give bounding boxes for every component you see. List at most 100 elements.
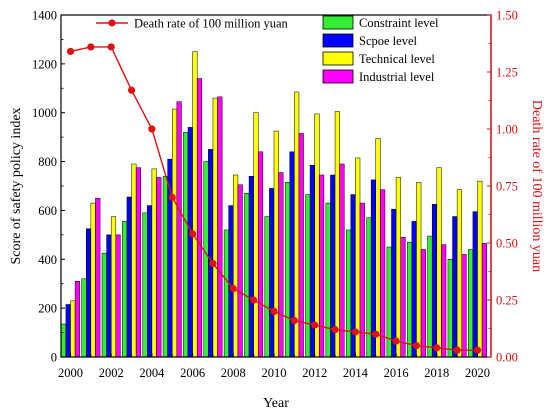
- bar-industrial-level-2013: [339, 163, 345, 358]
- bar-industrial-level-2004: [156, 177, 162, 358]
- bar-constraint-level-2012: [305, 194, 311, 358]
- bar-scpoe-level-2011: [289, 151, 295, 358]
- legend-label-constraint-level: Constraint level: [359, 16, 439, 30]
- bar-industrial-level-2017: [420, 249, 426, 358]
- bar-scpoe-level-2003: [126, 196, 132, 358]
- bar-technical-level-2002: [110, 216, 117, 358]
- bar-industrial-level-2018: [441, 244, 447, 358]
- bar-industrial-level-2010: [278, 172, 284, 358]
- bar-constraint-level-2004: [142, 212, 148, 358]
- bar-constraint-level-2015: [366, 217, 372, 358]
- death-rate-point-2005: [168, 193, 176, 201]
- x-tick-label: 2002: [99, 366, 124, 380]
- right-tick-label: 1.25: [496, 66, 518, 80]
- bar-constraint-level-2001: [81, 278, 87, 358]
- bar-constraint-level-2005: [162, 175, 168, 358]
- death-rate-point-2002: [107, 43, 115, 51]
- bar-technical-level-2009: [253, 112, 259, 358]
- death-rate-point-2001: [87, 43, 95, 51]
- bar-technical-level-2013: [334, 111, 340, 358]
- death-rate-point-2011: [290, 316, 298, 325]
- bar-scpoe-level-2018: [431, 204, 438, 358]
- bar-industrial-level-2011: [298, 133, 304, 358]
- right-tick-label: 1.00: [496, 123, 518, 137]
- bar-constraint-level-2017: [407, 241, 413, 358]
- x-axis: 2000 2002 2004 2006 2008 2010 2012 2014 2016 2018…: [58, 353, 490, 380]
- death-rate-point-2016: [392, 337, 400, 345]
- death-rate-point-2014: [351, 328, 359, 336]
- x-tick-label: 2014: [343, 366, 369, 380]
- bar-scpoe-level-2004: [147, 205, 153, 358]
- left-tick-label: 600: [38, 204, 57, 218]
- bar-technical-level-2014: [355, 157, 361, 358]
- bar-technical-level-2003: [131, 163, 137, 358]
- x-tick-label: 2000: [58, 366, 83, 380]
- legend-swatch-scpoe-level: [322, 33, 354, 48]
- death-rate-point-2019: [453, 346, 461, 354]
- bar-constraint-level-2010: [264, 216, 270, 358]
- bar-industrial-level-2008: [237, 184, 243, 358]
- bar-technical-level-2019: [456, 189, 462, 358]
- bar-technical-level-2020: [477, 180, 483, 358]
- bar-constraint-level-2002: [101, 252, 107, 358]
- bar-scpoe-level-2017: [411, 221, 417, 358]
- left-tick-label: 0: [51, 351, 57, 365]
- bar-technical-level-2012: [314, 113, 320, 358]
- x-axis-title: Year: [263, 396, 289, 411]
- death-rate-point-2012: [311, 321, 319, 329]
- bar-technical-level-2018: [436, 167, 442, 358]
- legend-label-industrial-level: Industrial level: [359, 70, 435, 84]
- legend-death-rate-swatch-marker: [108, 19, 116, 27]
- bar-constraint-level-2013: [325, 202, 331, 358]
- bar-technical-level-2010: [273, 130, 279, 358]
- bar-scpoe-level-2019: [452, 216, 458, 358]
- bar-industrial-level-2000: [74, 281, 80, 358]
- bar-industrial-level-2020: [481, 243, 487, 358]
- bar-constraint-level-2020: [468, 249, 474, 358]
- death-rate-point-2000: [66, 47, 75, 56]
- bar-constraint-level-2011: [284, 182, 290, 358]
- left-tick-label: 1000: [32, 106, 57, 120]
- legend-label-technical-level: Technical level: [359, 52, 435, 66]
- bar-constraint-level-2000: [61, 323, 67, 358]
- bar-technical-level-2004: [151, 168, 157, 358]
- bar-technical-level-2000: [70, 300, 76, 358]
- bar-industrial-level-2016: [400, 237, 406, 358]
- x-tick-label: 2010: [262, 366, 287, 380]
- right-axis-title: Death rate of 100 million yuan: [529, 100, 544, 272]
- bar-scpoe-level-2016: [391, 208, 397, 358]
- bar-technical-level-2015: [375, 138, 381, 358]
- x-tick-label: 2004: [139, 366, 165, 380]
- bar-scpoe-level-2000: [65, 304, 71, 358]
- bar-constraint-level-2009: [244, 193, 250, 358]
- x-tick-label: 2006: [180, 366, 205, 380]
- legend-label-scpoe-level: Scpoe level: [359, 34, 417, 48]
- bar-industrial-level-2015: [380, 189, 386, 358]
- legend-swatch-constraint-level: [322, 15, 354, 30]
- legend: Death rate of 100 million yuan Constraint…: [96, 15, 439, 84]
- bar-scpoe-level-2010: [269, 188, 275, 358]
- left-tick-label: 1200: [32, 57, 57, 71]
- right-tick-label: 0.00: [496, 351, 518, 365]
- left-tick-label: 800: [38, 155, 57, 169]
- left-tick-label: 200: [38, 302, 57, 316]
- bar-constraint-level-2019: [447, 259, 453, 358]
- x-tick-label: 2018: [424, 366, 449, 380]
- bar-industrial-level-2006: [196, 78, 203, 358]
- x-tick-label: 2016: [384, 366, 409, 380]
- death-rate-point-2013: [331, 326, 339, 334]
- bar-industrial-level-2002: [115, 234, 121, 358]
- bar-industrial-level-2005: [176, 101, 182, 358]
- right-tick-label: 0.50: [496, 237, 518, 251]
- death-rate-point-2004: [148, 125, 156, 133]
- death-rate-point-2020: [473, 346, 482, 354]
- x-tick-label: 2012: [302, 366, 327, 380]
- left-tick-label: 400: [38, 253, 57, 267]
- death-rate-point-2007: [209, 259, 217, 268]
- right-tick-label: 1.50: [496, 9, 518, 23]
- right-tick-label: 0.75: [496, 180, 518, 194]
- right-axis: 0.00 0.25 0.50 0.75 1.00 1.25 1.50: [487, 9, 518, 365]
- bar-technical-level-2017: [416, 182, 422, 358]
